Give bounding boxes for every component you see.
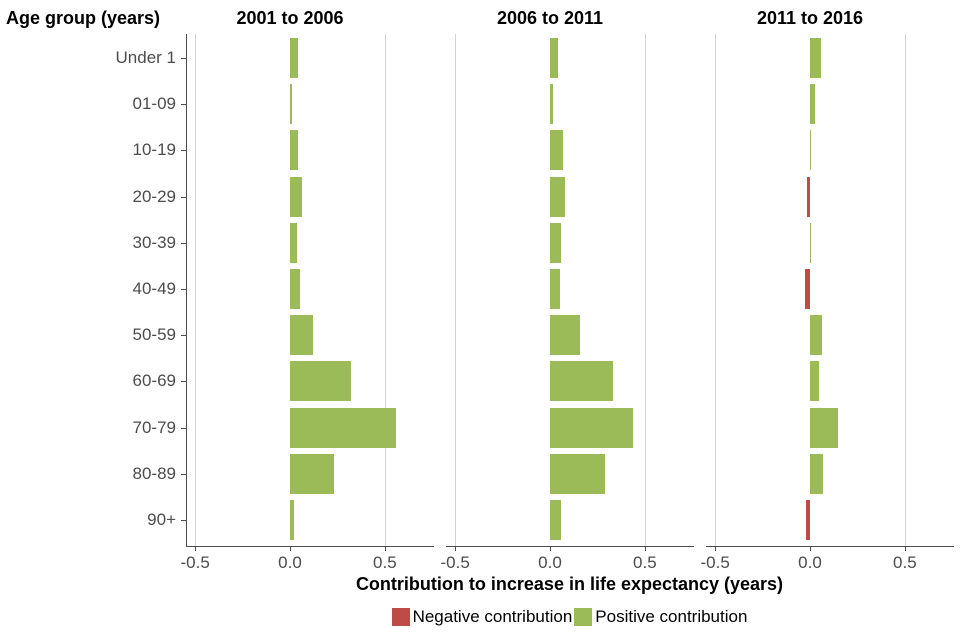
facet-title-2011-2016: 2011 to 2016 [756,8,864,28]
bar [810,38,822,78]
y-axis-label: 20-29 [132,186,176,206]
bar [550,453,605,494]
bar [805,269,810,309]
y-axis-tick [181,289,186,290]
y-axis-label: 50-59 [132,325,176,345]
bar [550,130,564,171]
x-axis-tick-label: 0.5 [633,553,657,572]
x-axis-tick [810,546,811,551]
x-axis-tick [384,546,386,551]
y-axis-label: 30-39 [132,232,176,252]
y-axis-tick [181,58,186,59]
x-axis-line [446,546,694,547]
y-axis-label: 40-49 [132,279,176,298]
y-axis-title: Age group (years) [6,8,161,28]
bar [550,407,634,448]
legend: Negative contribution Positive contributi… [186,607,953,627]
legend-swatch-negative [391,608,410,626]
legend-swatch-positive [574,608,593,626]
facet-title-2006-2011: 2006 to 2011 [496,8,604,28]
bar [810,222,811,263]
bar [550,269,561,309]
y-axis-tick [181,242,186,244]
y-axis-tick [181,473,186,475]
gridline [644,34,646,546]
x-axis-tick [644,546,646,551]
y-axis-label: 10-19 [132,140,176,160]
x-axis-tick-label: -0.5 [440,553,470,572]
y-axis-tick [181,520,186,521]
x-axis-line [706,546,954,547]
gridline [715,34,717,546]
x-axis-tick-label: -0.5 [700,553,730,572]
x-axis-tick-label: 0.5 [893,553,917,572]
x-axis-tick-label: 0.0 [538,553,562,572]
bar [290,315,313,356]
bar [290,361,351,402]
bar [290,176,303,217]
gridline [384,34,386,546]
bar [550,84,553,125]
y-axis-label: 80-89 [132,463,176,483]
y-axis-tick [181,427,186,429]
x-axis-tick [550,546,551,551]
bar [810,407,839,448]
x-axis-tick [195,546,197,551]
x-axis-tick [455,546,457,551]
y-axis-tick [181,104,186,106]
bar [810,361,820,402]
legend-item: Negative contribution [391,607,573,627]
bar [810,130,811,171]
bar [550,361,613,402]
bar [290,38,298,78]
bar [810,453,824,494]
bar [290,84,292,125]
facet-panel: -0.5 0.0 0.5 [180,34,434,578]
y-axis-tick [181,150,186,152]
y-axis-line [186,34,187,546]
facet-panel: -0.5 0.0 0.5 [700,34,954,578]
x-axis-line [186,546,434,547]
x-axis-tick-label: -0.5 [180,553,210,572]
y-axis-label: 90+ [147,510,176,529]
bar [290,222,297,263]
bar [290,130,298,171]
y-axis-label: 70-79 [132,417,176,437]
bar [290,453,334,494]
bar [550,176,566,217]
x-axis-tick [715,546,717,551]
x-axis-tick-label: 0.5 [373,553,397,572]
bar [810,315,823,356]
y-axis-label: 01-09 [132,94,176,114]
y-axis-label: Under 1 [115,48,176,67]
legend-item: Positive contribution [574,607,747,627]
x-axis-tick [290,546,291,551]
y-axis-tick [181,381,186,383]
x-axis-tick [904,546,906,551]
x-axis-title: Contribution to increase in life expecta… [355,574,784,594]
bar [550,38,558,78]
bar [290,500,294,540]
x-axis-tick-label: 0.0 [278,553,302,572]
facet-panel: -0.5 0.0 0.5 [440,34,694,578]
y-axis-tick [181,196,186,198]
y-axis-tick [181,335,186,337]
legend-label: Negative contribution [412,607,573,626]
bar [550,500,562,540]
bar [806,500,810,540]
legend-label: Positive contribution [595,607,748,626]
bar [807,176,810,217]
gridline [195,34,197,546]
bar [810,84,815,125]
x-axis-tick-label: 0.0 [798,553,822,572]
bar [550,315,581,356]
y-axis-label: 60-69 [132,371,176,391]
gridline [904,34,906,546]
facet-title-2001-2006: 2001 to 2006 [236,8,344,28]
bar [550,222,562,263]
bar [290,407,397,448]
gridline [455,34,457,546]
bar [290,269,301,309]
